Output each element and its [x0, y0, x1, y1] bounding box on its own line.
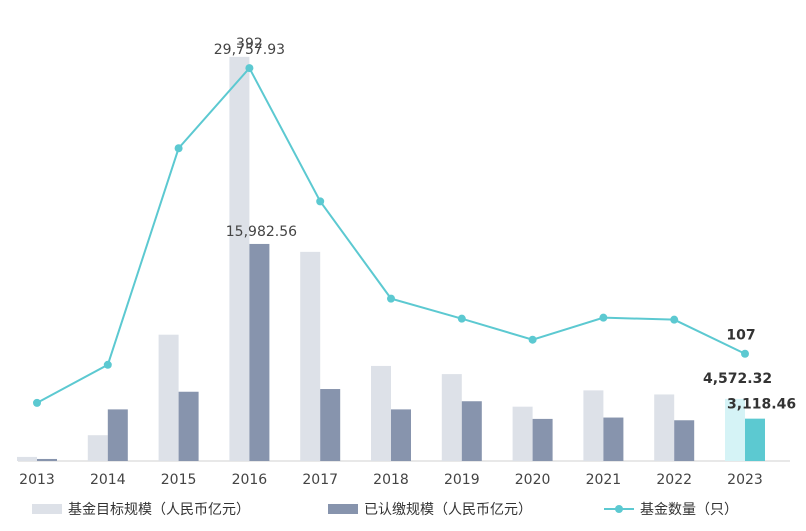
x-tick-label: 2020: [515, 472, 551, 488]
point-fund-count-2014: [103, 360, 112, 369]
x-tick-label: 2014: [90, 472, 126, 488]
data-label: 3,118.46: [727, 397, 796, 413]
bar-target-scale-2017: [300, 251, 321, 461]
data-label: 107: [726, 328, 755, 344]
legend-label: 已认缴规模（人民币亿元）: [364, 502, 532, 518]
data-label: 29,757.93: [214, 42, 285, 58]
line-series-group: [33, 64, 749, 407]
data-label: 15,982.56: [226, 224, 297, 240]
bar-subscribed-scale-2016: [249, 243, 270, 461]
point-fund-count-2016: [245, 64, 254, 73]
bar-subscribed-scale-2015: [178, 391, 199, 461]
bar-target-scale-2014: [87, 435, 108, 461]
x-tick-label: 2023: [727, 472, 763, 488]
bar-target-scale-2019: [441, 374, 462, 461]
bar-subscribed-scale-2018: [391, 409, 411, 461]
bar-subscribed-scale-2022: [674, 420, 695, 461]
bar-target-scale-2013: [17, 456, 37, 461]
bar-subscribed-scale-2014: [107, 409, 128, 461]
x-tick-label: 2016: [232, 472, 268, 488]
point-fund-count-2013: [33, 398, 41, 407]
bar-target-scale-2022: [654, 394, 675, 461]
point-fund-count-2023: [741, 349, 749, 358]
point-fund-count-2017: [316, 197, 325, 206]
legend-swatch: [328, 504, 358, 514]
legend: 基金目标规模（人民币亿元） 已认缴规模（人民币亿元） 基金数量（只）: [0, 496, 806, 522]
bar-subscribed-scale-2013: [37, 458, 57, 461]
bar-subscribed-scale-2017: [320, 389, 341, 461]
point-fund-count-2020: [528, 335, 537, 344]
x-tick-label: 2015: [161, 472, 197, 488]
legend-label: 基金数量（只）: [640, 502, 738, 518]
legend-label: 基金目标规模（人民币亿元）: [68, 502, 250, 518]
bar-target-scale-2016: [229, 56, 250, 462]
legend-item-fund-count: 基金数量（只）: [604, 496, 738, 522]
point-fund-count-2019: [457, 314, 466, 323]
bar-subscribed-scale-2020: [532, 418, 553, 461]
legend-item-target-scale: 基金目标规模（人民币亿元）: [32, 496, 250, 522]
legend-swatch: [32, 504, 62, 514]
data-label: 392: [236, 36, 263, 52]
point-fund-count-2022: [670, 315, 679, 324]
legend-item-subscribed-scale: 已认缴规模（人民币亿元）: [328, 496, 532, 522]
legend-swatch-line: [604, 504, 634, 514]
point-fund-count-2018: [387, 294, 395, 303]
bars-group: [17, 56, 765, 462]
bar-subscribed-scale-2023: [745, 418, 765, 461]
data-label: 4,572.32: [703, 371, 772, 387]
bar-target-scale-2020: [512, 406, 533, 461]
line-fund-count: [36, 66, 746, 404]
bar-target-scale-2021: [583, 390, 604, 461]
x-tick-label: 2013: [19, 472, 55, 488]
bar-subscribed-scale-2021: [603, 417, 624, 461]
x-tick-label: 2018: [373, 472, 409, 488]
x-tick-label: 2022: [656, 472, 692, 488]
bar-target-scale-2023: [725, 398, 745, 461]
x-tick-label: 2019: [444, 472, 480, 488]
bar-target-scale-2015: [158, 334, 179, 461]
point-fund-count-2015: [174, 144, 183, 153]
x-tick-labels: 2013 2014 2015 2016 2017 2018 2019 2020 2021 2022…: [19, 472, 763, 488]
bar-subscribed-scale-2019: [461, 401, 482, 461]
x-tick-label: 2017: [302, 472, 338, 488]
point-fund-count-2021: [599, 313, 608, 322]
x-tick-label: 2021: [586, 472, 622, 488]
bar-target-scale-2018: [371, 365, 391, 461]
